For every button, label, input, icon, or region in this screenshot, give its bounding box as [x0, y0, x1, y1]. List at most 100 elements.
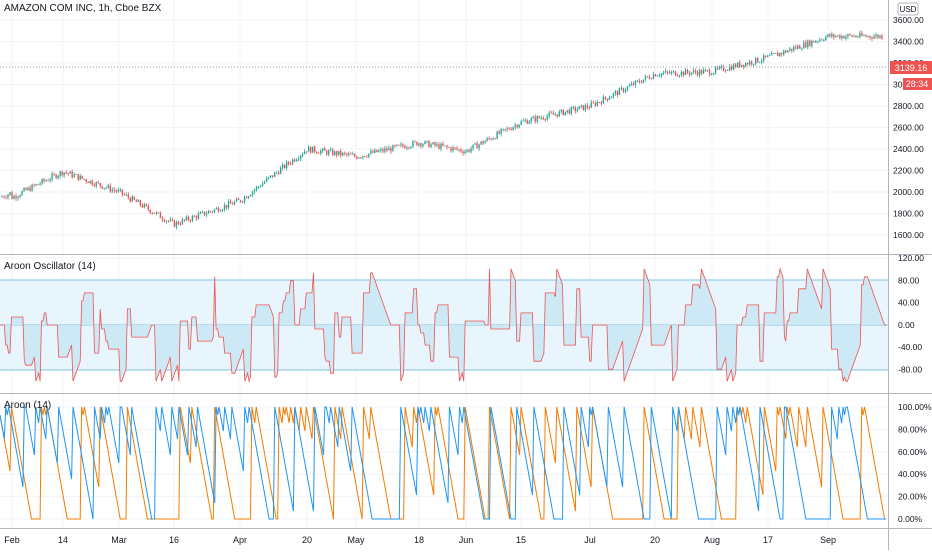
candle-body — [588, 107, 591, 109]
candle-body — [837, 35, 839, 37]
candle-body — [324, 148, 326, 151]
candle-body — [871, 37, 873, 39]
candle-body — [550, 112, 552, 114]
candle-body — [175, 221, 178, 227]
aroon-axis[interactable]: 100.00% 80.00% 60.00% 40.00% 20.00% 0.00% — [898, 402, 932, 524]
aroon-title[interactable]: Aroon (14) — [4, 400, 52, 411]
candle-body — [307, 146, 310, 152]
candle-body — [139, 200, 142, 206]
candle-body — [137, 200, 140, 202]
candle-body — [398, 144, 400, 146]
candle-body — [452, 147, 454, 151]
candle-body — [734, 64, 737, 68]
candle-body — [839, 35, 841, 39]
candle-body — [51, 174, 53, 180]
candle-body — [293, 159, 296, 162]
symbol-title[interactable]: AMAZON COM INC, 1h, Cboe BZX — [4, 3, 162, 14]
candle-body — [79, 175, 81, 180]
candle-body — [21, 191, 23, 196]
candle-body — [372, 151, 374, 153]
candle-body — [875, 34, 877, 37]
candle-body — [506, 128, 508, 130]
time-tick-label: Feb — [4, 535, 20, 545]
candle-body — [430, 144, 432, 148]
candle-body — [376, 149, 378, 153]
time-axis[interactable]: Feb 14 Mar 16 Apr 20 May 18 Jun 15 Jul 20 Aug 17 Sep — [4, 535, 836, 545]
osc-tick-label: -80.00 — [898, 365, 922, 375]
candle-body — [5, 197, 7, 199]
candle-body — [111, 189, 113, 192]
candle-body — [362, 156, 364, 158]
candle-body — [823, 40, 825, 41]
oscillator-fill — [0, 268, 886, 382]
candle-body — [698, 70, 701, 76]
candle-body — [255, 186, 258, 190]
candle-body — [634, 80, 637, 86]
candle-body — [277, 172, 280, 174]
candle-body — [303, 151, 306, 155]
candle-body — [498, 131, 500, 134]
candle-body — [793, 47, 795, 51]
candle-body — [805, 42, 807, 48]
candle-body — [336, 151, 338, 156]
candle-body — [841, 35, 843, 39]
candle-body — [141, 205, 144, 208]
candle-body — [833, 34, 835, 37]
candle-body — [193, 216, 196, 217]
candle-body — [728, 66, 731, 71]
candle-body — [460, 149, 462, 152]
candle-body — [129, 197, 131, 202]
candle-body — [81, 175, 83, 179]
candle-body — [334, 151, 336, 156]
candle-body — [704, 69, 707, 71]
candle-body — [330, 149, 332, 151]
candle-body — [652, 74, 655, 79]
candle-body — [239, 199, 242, 202]
candle-body — [482, 141, 484, 144]
candle-body — [490, 138, 492, 140]
candle-body — [406, 147, 408, 149]
candle-body — [185, 216, 188, 220]
candle-body — [109, 185, 111, 192]
candle-body — [253, 189, 256, 192]
candle-body — [606, 98, 609, 100]
candle-body — [801, 48, 803, 50]
candle-body — [35, 184, 37, 186]
candle-body — [105, 187, 107, 189]
candle-body — [712, 73, 715, 75]
candle-body — [580, 105, 583, 107]
price-tick-label: 3600.00 — [893, 15, 924, 25]
candle-body — [610, 96, 613, 99]
candle-body — [532, 116, 534, 119]
candle-body — [616, 91, 619, 95]
candle-body — [622, 88, 625, 92]
candle-body — [542, 117, 544, 120]
price-tick-label: 2400.00 — [893, 144, 924, 154]
candle-body — [811, 40, 813, 46]
candle-body — [857, 36, 859, 38]
price-axis[interactable]: 3600.003400.003200.003000.002800.002600.… — [893, 15, 924, 240]
candle-body — [346, 153, 348, 155]
candle-body — [1, 196, 3, 198]
last-price-badge — [890, 61, 932, 74]
oscillator-title[interactable]: Aroon Oscillator (14) — [4, 261, 96, 272]
candle-body — [434, 142, 436, 146]
candle-body — [744, 63, 747, 67]
currency-box[interactable] — [897, 2, 919, 16]
candle-body — [312, 146, 314, 153]
candle-body — [187, 216, 190, 221]
candle-body — [510, 129, 512, 131]
candle-body — [183, 219, 186, 221]
oscillator-axis[interactable]: 120.00 80.00 40.00 0.00 -40.00 -80.00 — [898, 253, 924, 375]
candle-body — [556, 114, 558, 117]
candle-body — [23, 188, 25, 192]
candle-body — [416, 141, 418, 146]
candle-body — [803, 42, 805, 49]
candle-body — [97, 182, 99, 184]
candle-body — [358, 157, 360, 159]
candle-body — [618, 88, 621, 95]
price-tick-label: 1800.00 — [893, 209, 924, 219]
candle-body — [392, 145, 394, 152]
candle-body — [524, 120, 526, 122]
